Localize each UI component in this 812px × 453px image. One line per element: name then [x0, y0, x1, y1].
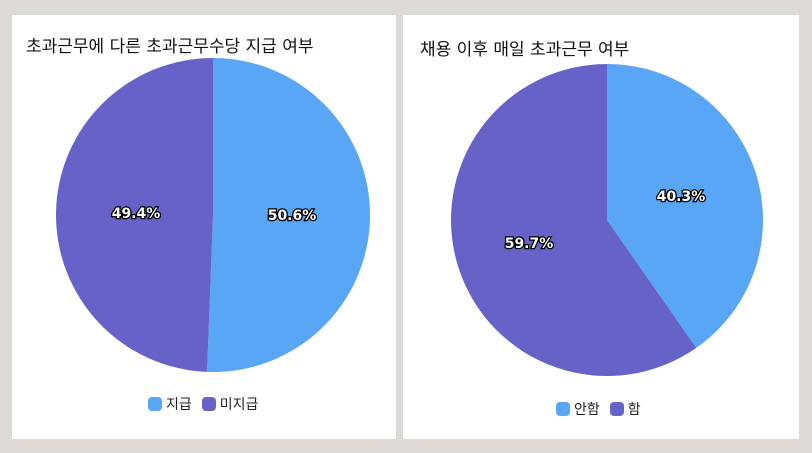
pie-slice-no[interactable]	[607, 64, 764, 348]
chart-title: 초과근무에 다른 초과근무수당 지급 여부	[26, 37, 314, 57]
legend-item-no[interactable]: 안함	[556, 399, 600, 419]
legend-swatch-blue	[556, 402, 570, 416]
slice-label-paid: 50.6%	[268, 208, 317, 224]
chart-title: 채용 이후 매일 초과근무 여부	[420, 40, 630, 60]
slice-label-unpaid: 49.4%	[112, 206, 161, 222]
legend-item-paid[interactable]: 지급	[148, 394, 192, 414]
legend-item-unpaid[interactable]: 미지급	[201, 394, 259, 414]
chart-panel-overtime-pay: 초과근무에 다른 초과근무수당 지급 여부 50.6% 49.4% 지급 미지급	[12, 15, 396, 439]
chart-panel-daily-overtime: 채용 이후 매일 초과근무 여부 40.3% 59.7% 안함 함	[403, 15, 799, 439]
slice-label-yes: 59.7%	[505, 236, 554, 252]
legend-label: 함	[627, 402, 641, 418]
pie-slice-paid[interactable]	[207, 58, 370, 373]
legend-label: 지급	[166, 397, 192, 413]
legend-swatch-blue	[148, 397, 162, 411]
pie-chart-daily-overtime: 40.3% 59.7%	[451, 64, 764, 376]
legend-label: 미지급	[219, 397, 259, 413]
pie-slice-unpaid[interactable]	[55, 58, 214, 372]
legend-swatch-purple	[609, 402, 624, 416]
slice-label-no: 40.3%	[657, 189, 706, 205]
legend-swatch-purple	[201, 397, 216, 411]
chart-legend: 안함 함	[556, 399, 641, 419]
legend-label: 안함	[574, 402, 600, 418]
legend-item-yes[interactable]: 함	[609, 399, 641, 419]
chart-legend: 지급 미지급	[148, 394, 258, 414]
pie-chart-overtime-pay: 50.6% 49.4%	[55, 58, 370, 373]
pie-slice-yes[interactable]	[451, 64, 697, 376]
